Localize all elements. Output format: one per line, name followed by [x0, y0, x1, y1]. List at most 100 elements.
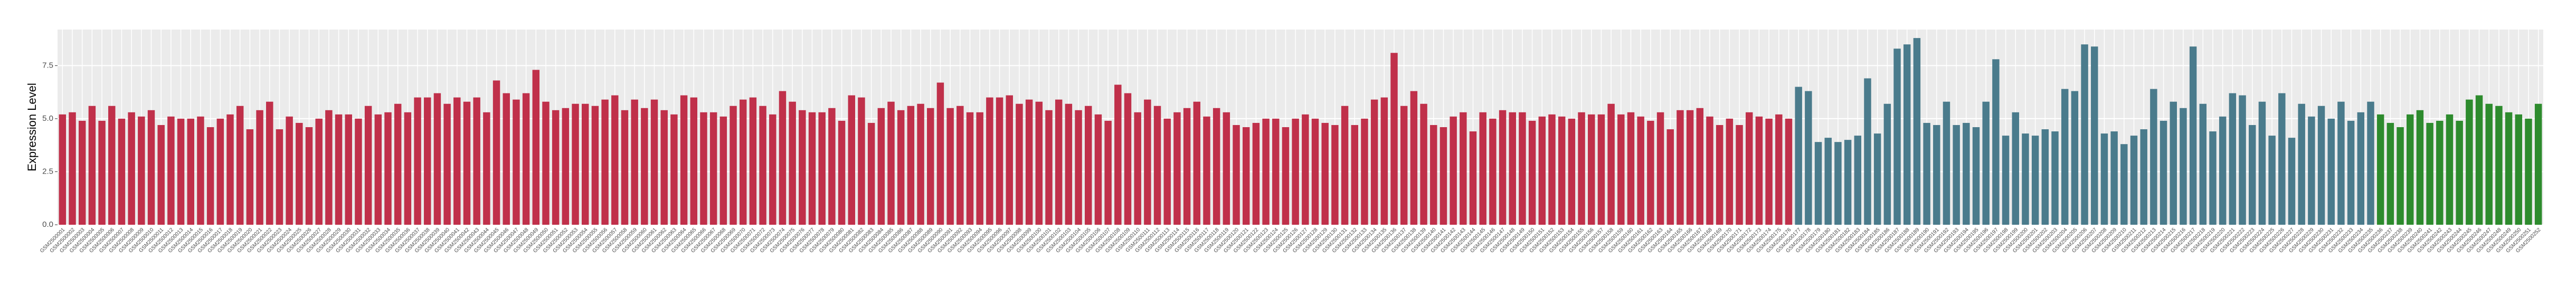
bar: [522, 93, 530, 225]
bar: [1982, 101, 1990, 225]
bar: [1647, 120, 1654, 225]
bar: [582, 103, 589, 225]
bar: [147, 110, 155, 225]
bar: [1035, 101, 1043, 225]
bar: [59, 114, 67, 225]
bar: [1775, 114, 1783, 225]
bar: [345, 114, 352, 225]
bar: [1272, 118, 1280, 225]
bar: [1814, 142, 1822, 225]
bar: [927, 108, 934, 225]
bar: [1341, 106, 1349, 225]
bar: [473, 97, 480, 225]
bar: [2219, 116, 2227, 225]
bar: [1292, 118, 1299, 225]
bar: [1607, 103, 1615, 225]
bar: [2051, 131, 2059, 225]
bar: [848, 95, 855, 225]
bar: [1716, 125, 1723, 225]
bar: [2189, 46, 2197, 225]
bar: [1903, 44, 1911, 225]
bar: [1755, 116, 1763, 225]
bar: [818, 112, 826, 225]
bar: [1558, 116, 1566, 225]
bar: [1785, 118, 1793, 225]
bar: [1302, 114, 1309, 225]
bar: [226, 114, 234, 225]
bar: [1686, 110, 1694, 225]
bar: [2278, 93, 2286, 225]
bar: [2140, 129, 2147, 225]
bar: [996, 97, 1003, 225]
bar: [177, 118, 185, 225]
bar: [1706, 116, 1713, 225]
bar: [2407, 114, 2414, 225]
bar: [749, 97, 757, 225]
bar: [157, 125, 165, 225]
bar: [1805, 91, 1812, 225]
bar: [1213, 108, 1220, 225]
bar: [650, 99, 658, 225]
bar: [2041, 129, 2049, 225]
bar: [2475, 95, 2483, 225]
bar: [2357, 112, 2365, 225]
bar: [384, 112, 392, 225]
bar: [394, 103, 402, 225]
bar: [1834, 142, 1842, 225]
bar: [936, 82, 944, 225]
bar: [1163, 118, 1171, 225]
bar: [1025, 99, 1033, 225]
bar: [1085, 106, 1092, 225]
bar: [1223, 112, 1230, 225]
bar: [1311, 118, 1319, 225]
bar: [374, 114, 382, 225]
bar: [739, 99, 747, 225]
bar: [2022, 133, 2029, 225]
bar: [1114, 84, 1122, 225]
bar: [700, 112, 707, 225]
bar: [601, 99, 609, 225]
bar: [1400, 106, 1408, 225]
bar: [2180, 108, 2187, 225]
bar: [1045, 110, 1053, 225]
bar: [670, 114, 678, 225]
bar: [1617, 114, 1625, 225]
bar: [1538, 116, 1546, 225]
bar: [2120, 144, 2128, 225]
bar: [1094, 114, 1102, 225]
bar: [88, 106, 96, 225]
bar: [1233, 125, 1240, 225]
bar: [1193, 101, 1201, 225]
bar: [2150, 89, 2157, 225]
bar: [1450, 116, 1457, 225]
bar: [463, 101, 471, 225]
y-tick-label: 7.5: [42, 61, 53, 70]
bar: [216, 118, 224, 225]
bar: [1499, 110, 1507, 225]
y-tick-label: 2.5: [42, 167, 53, 176]
bar: [2505, 112, 2513, 225]
plot-panel: [58, 30, 2543, 225]
bar: [1361, 118, 1368, 225]
bar: [424, 97, 431, 225]
bar: [956, 106, 964, 225]
bar: [1351, 125, 1359, 225]
bar: [641, 108, 648, 225]
bar: [1696, 108, 1704, 225]
bar: [1864, 78, 1871, 225]
bar: [1746, 112, 1753, 225]
bar: [2012, 112, 2019, 225]
bar: [355, 118, 362, 225]
bar: [2534, 103, 2542, 225]
bar: [719, 116, 727, 225]
bar: [1509, 112, 1516, 225]
bar: [2258, 101, 2266, 225]
bar: [108, 106, 116, 225]
bar: [433, 93, 441, 225]
bar: [1666, 129, 1674, 225]
bar: [660, 110, 668, 225]
bar: [2446, 114, 2454, 225]
bar: [98, 120, 106, 225]
bar: [887, 101, 895, 225]
bar: [2327, 118, 2335, 225]
